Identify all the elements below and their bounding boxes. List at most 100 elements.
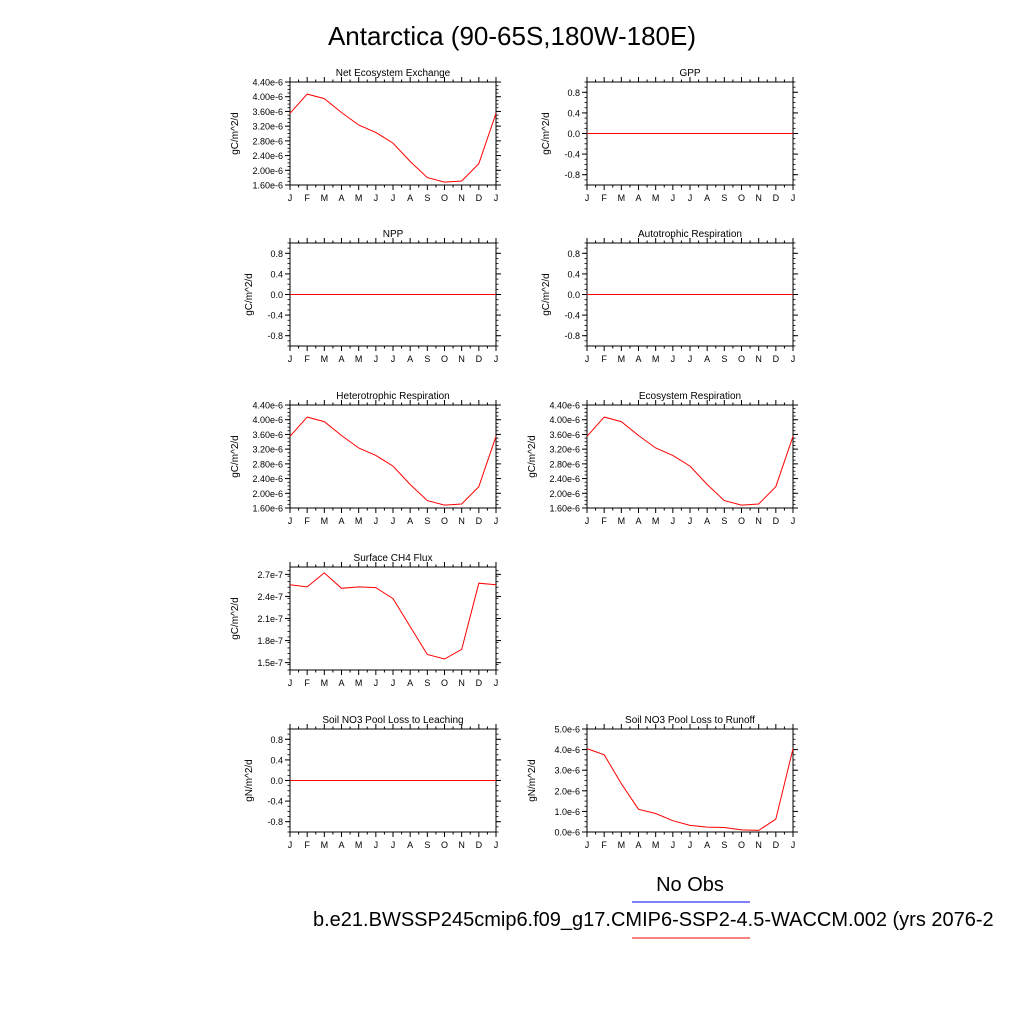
y-tick-label: 4.40e-6	[549, 401, 580, 411]
x-tick-label: J	[671, 354, 676, 364]
y-tick-label: 0.0	[270, 776, 283, 786]
x-tick-label: A	[407, 354, 413, 364]
y-tick-label: 0.8	[270, 735, 283, 745]
x-tick-label: N	[458, 193, 465, 203]
x-tick-label: J	[688, 354, 693, 364]
x-tick-label: S	[424, 840, 430, 850]
x-tick-label: S	[721, 354, 727, 364]
y-tick-label: 0.4	[270, 269, 283, 279]
x-tick-label: M	[652, 840, 660, 850]
y-tick-label: 4.00e-6	[549, 415, 580, 425]
panel-title: Heterotrophic Respiration	[336, 391, 449, 402]
x-tick-label: N	[755, 516, 762, 526]
y-tick-label: 2.40e-6	[252, 151, 283, 161]
x-tick-label: D	[476, 516, 483, 526]
x-tick-label: F	[304, 193, 310, 203]
x-tick-label: F	[304, 678, 310, 688]
x-tick-label: D	[476, 678, 483, 688]
x-tick-label: D	[476, 840, 483, 850]
y-tick-label: 3.20e-6	[252, 122, 283, 132]
x-tick-label: M	[355, 193, 363, 203]
x-tick-label: J	[585, 193, 590, 203]
y-tick-label: 3.60e-6	[549, 430, 580, 440]
x-tick-label: J	[391, 193, 396, 203]
y-tick-label: 0.4	[567, 108, 580, 118]
x-tick-label: J	[791, 516, 796, 526]
x-tick-label: O	[441, 516, 448, 526]
x-tick-label: M	[618, 840, 626, 850]
y-tick-label: -0.4	[564, 311, 580, 321]
x-tick-label: O	[738, 516, 745, 526]
y-tick-label: 2.0e-6	[554, 786, 580, 796]
x-tick-label: J	[391, 840, 396, 850]
y-tick-label: 1.8e-7	[257, 636, 283, 646]
x-tick-label: A	[407, 193, 413, 203]
x-tick-label: M	[652, 354, 660, 364]
x-tick-label: D	[476, 193, 483, 203]
y-tick-label: 0.4	[567, 269, 580, 279]
y-tick-label: 3.20e-6	[549, 445, 580, 455]
x-tick-label: J	[585, 354, 590, 364]
y-tick-label: 1.0e-6	[554, 807, 580, 817]
x-tick-label: A	[338, 516, 344, 526]
x-tick-label: A	[635, 516, 641, 526]
x-tick-label: D	[773, 840, 780, 850]
y-tick-label: 3.60e-6	[252, 430, 283, 440]
x-tick-label: J	[688, 193, 693, 203]
x-tick-label: S	[424, 354, 430, 364]
y-axis-label: gC/m^2/d	[244, 273, 255, 316]
y-tick-label: 0.0e-6	[554, 828, 580, 838]
y-tick-label: 4.00e-6	[252, 92, 283, 102]
series-line	[289, 572, 497, 660]
x-tick-label: J	[688, 840, 693, 850]
x-tick-label: J	[671, 516, 676, 526]
x-tick-label: J	[288, 516, 293, 526]
panel-title: NPP	[383, 229, 404, 240]
x-tick-label: M	[355, 516, 363, 526]
x-tick-label: J	[374, 354, 379, 364]
x-tick-label: M	[355, 354, 363, 364]
panel-title: Surface CH4 Flux	[354, 553, 433, 564]
x-tick-label: F	[304, 840, 310, 850]
x-tick-label: M	[618, 193, 626, 203]
y-tick-label: 2.00e-6	[252, 166, 283, 176]
x-tick-label: A	[407, 678, 413, 688]
x-tick-label: J	[288, 678, 293, 688]
x-tick-label: M	[321, 354, 329, 364]
x-tick-label: J	[391, 678, 396, 688]
x-tick-label: A	[704, 354, 710, 364]
y-axis-label: gC/m^2/d	[541, 112, 552, 155]
y-tick-label: -0.4	[564, 150, 580, 160]
x-tick-label: A	[635, 840, 641, 850]
x-tick-label: F	[304, 354, 310, 364]
y-tick-label: 0.0	[270, 290, 283, 300]
x-tick-label: S	[424, 678, 430, 688]
y-tick-label: 2.40e-6	[252, 474, 283, 484]
y-tick-label: 0.4	[270, 755, 283, 765]
x-tick-label: N	[755, 354, 762, 364]
x-tick-label: F	[601, 354, 607, 364]
x-tick-label: O	[441, 193, 448, 203]
x-tick-label: A	[338, 354, 344, 364]
x-tick-label: J	[374, 678, 379, 688]
x-tick-label: O	[441, 354, 448, 364]
series-line	[289, 93, 497, 183]
x-tick-label: O	[441, 678, 448, 688]
x-tick-label: A	[338, 840, 344, 850]
y-axis-label: gC/m^2/d	[527, 435, 538, 478]
x-tick-label: A	[704, 840, 710, 850]
x-tick-label: J	[791, 840, 796, 850]
y-axis-label: gC/m^2/d	[230, 112, 241, 155]
x-tick-label: M	[321, 678, 329, 688]
legend: No Obs b.e21.BWSSP245cmip6.f09_g17.CMIP6…	[313, 874, 994, 939]
x-tick-label: M	[652, 193, 660, 203]
y-tick-label: -0.8	[267, 331, 283, 341]
x-tick-label: D	[773, 516, 780, 526]
y-tick-label: -0.8	[564, 170, 580, 180]
x-tick-label: J	[288, 840, 293, 850]
